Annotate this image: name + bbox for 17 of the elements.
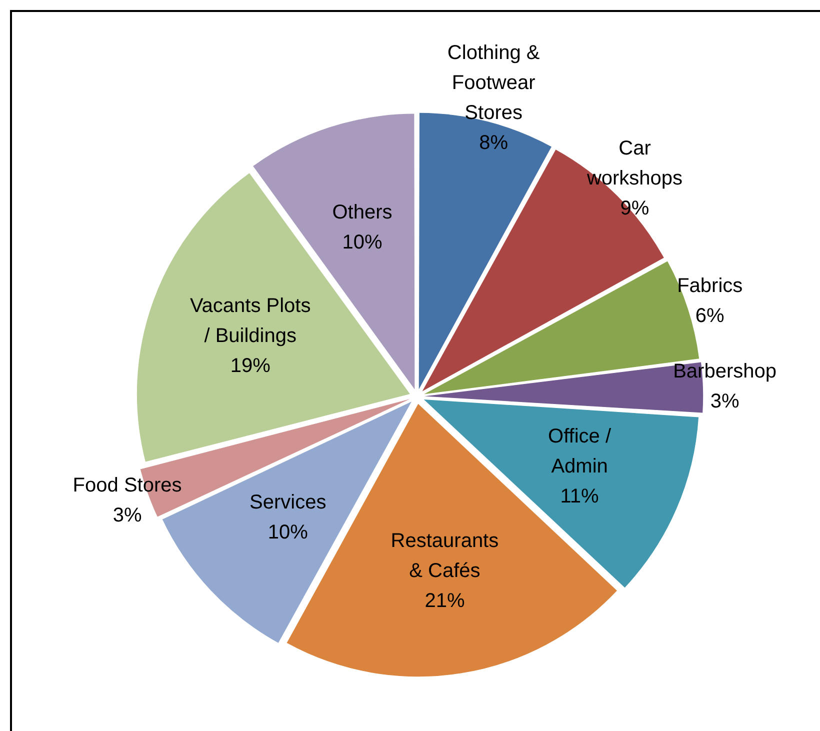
data-label: 3%	[710, 390, 740, 412]
data-label: 10%	[268, 521, 308, 544]
slice-label: Services	[250, 491, 326, 514]
slice-label: Others	[332, 202, 392, 224]
slice-label: Food Stores	[72, 474, 182, 496]
slice-label: Clothing & Footwear Stores	[447, 42, 540, 124]
data-label: 21%	[424, 590, 465, 612]
slice-label: Office / Admin	[548, 425, 612, 478]
data-label: 11%	[560, 485, 600, 508]
slice-label: Fabrics	[677, 274, 743, 297]
slice-label: Restaurants & Cafés	[390, 530, 499, 582]
data-label: 8%	[479, 132, 508, 154]
data-label: 19%	[230, 355, 271, 378]
data-label: 10%	[342, 232, 382, 254]
data-label: 6%	[695, 304, 725, 327]
slice-label: Vacants Plots / Buildings	[190, 295, 311, 348]
data-label: 3%	[112, 504, 142, 526]
